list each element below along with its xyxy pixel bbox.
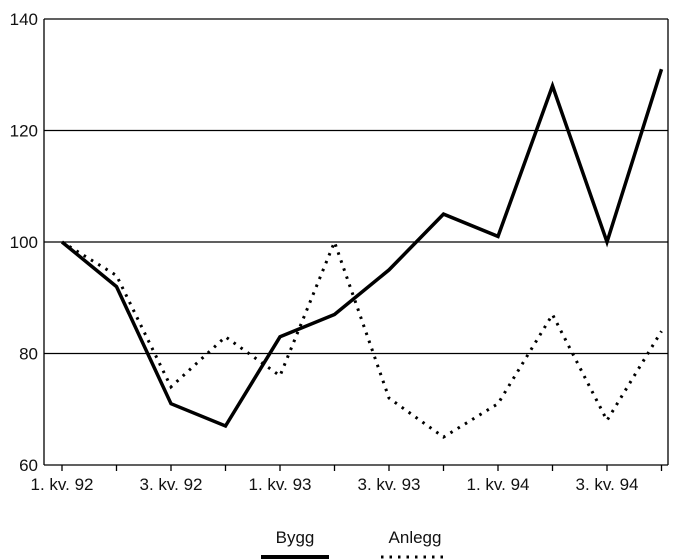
x-tick-label: 3. kv. 94: [576, 475, 639, 494]
series-lines: [60, 68, 664, 439]
legend: Bygg Anlegg: [261, 528, 449, 559]
y-tick-label: 80: [19, 345, 38, 364]
y-tick-label: 140: [10, 10, 38, 29]
x-tick-label: 3. kv. 92: [140, 475, 203, 494]
x-tick-label: 3. kv. 93: [358, 475, 421, 494]
series-line-anlegg: [61, 237, 663, 439]
y-tick-label: 60: [19, 456, 38, 475]
x-tick-label: 1. kv. 93: [249, 475, 312, 494]
x-tick-label: 1. kv. 92: [31, 475, 94, 494]
x-tick-label: 1. kv. 94: [467, 475, 530, 494]
y-tick-label: 100: [10, 233, 38, 252]
series-line-bygg: [60, 68, 664, 429]
tick-labels: 60 80 100 120 140 1. kv. 92 3. kv. 92 1. kv. 93…: [10, 10, 639, 494]
legend-label-bygg: Bygg: [276, 528, 315, 547]
legend-label-anlegg: Anlegg: [389, 528, 442, 547]
grid-lines: [44, 18, 668, 355]
axes: [43, 19, 669, 471]
y-tick-label: 120: [10, 122, 38, 141]
